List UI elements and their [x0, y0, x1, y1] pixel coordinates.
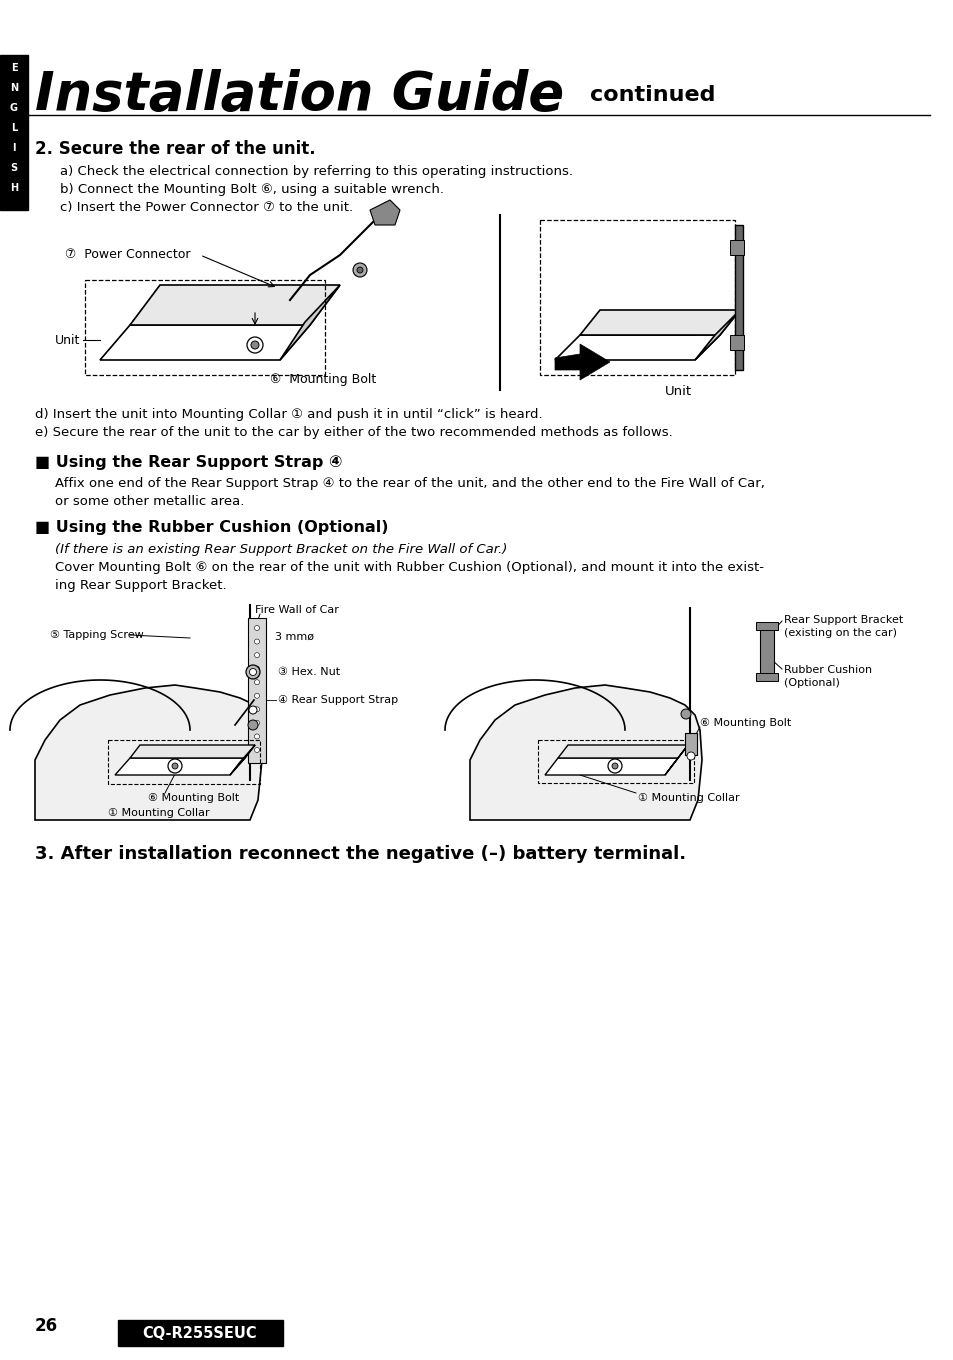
Text: G: G — [10, 103, 18, 113]
Polygon shape — [470, 685, 701, 820]
Circle shape — [680, 709, 690, 719]
Text: Cover Mounting Bolt ⑥ on the rear of the unit with Rubber Cushion (Optional), an: Cover Mounting Bolt ⑥ on the rear of the… — [55, 560, 763, 574]
Text: I: I — [12, 143, 16, 154]
Polygon shape — [280, 286, 339, 360]
Bar — [85, 280, 325, 375]
Polygon shape — [230, 745, 254, 775]
Bar — [729, 335, 743, 350]
Polygon shape — [555, 344, 609, 379]
Bar — [755, 622, 778, 630]
Text: Rubber Cushion: Rubber Cushion — [783, 665, 871, 675]
Circle shape — [356, 267, 363, 273]
Text: Installation Guide: Installation Guide — [35, 69, 563, 121]
Text: ing Rear Support Bracket.: ing Rear Support Bracket. — [55, 579, 227, 592]
Text: e) Secure the rear of the unit to the car by either of the two recommended metho: e) Secure the rear of the unit to the ca… — [35, 426, 672, 439]
Text: ⑥ Mounting Bolt: ⑥ Mounting Bolt — [148, 793, 239, 802]
Text: d) Insert the unit into Mounting Collar ① and push it in until “click” is heard.: d) Insert the unit into Mounting Collar … — [35, 408, 542, 422]
Text: ■ Using the Rear Support Strap ④: ■ Using the Rear Support Strap ④ — [35, 456, 342, 471]
Text: ⑥ Mounting Bolt: ⑥ Mounting Bolt — [700, 718, 790, 728]
Text: (existing on the car): (existing on the car) — [783, 628, 896, 638]
Bar — [539, 220, 734, 375]
Circle shape — [254, 639, 259, 645]
Circle shape — [254, 748, 259, 752]
Text: ④ Rear Support Strap: ④ Rear Support Strap — [277, 695, 397, 704]
Bar — [760, 626, 773, 675]
Text: H: H — [10, 184, 18, 193]
Text: 3 mmø: 3 mmø — [274, 632, 314, 642]
Text: ⑤ Tapping Screw: ⑤ Tapping Screw — [50, 630, 144, 641]
Circle shape — [246, 665, 260, 679]
Text: ① Mounting Collar: ① Mounting Collar — [108, 808, 210, 817]
Text: (If there is an existing Rear Support Bracket on the Fire Wall of Car.): (If there is an existing Rear Support Br… — [55, 543, 507, 556]
Text: CQ-R255SEUC: CQ-R255SEUC — [143, 1326, 257, 1341]
Bar — [755, 673, 778, 681]
Circle shape — [248, 719, 257, 730]
Text: ⑦  Power Connector: ⑦ Power Connector — [65, 249, 191, 261]
Text: ① Mounting Collar: ① Mounting Collar — [638, 793, 739, 802]
Text: 3. After installation reconnect the negative (–) battery terminal.: 3. After installation reconnect the nega… — [35, 845, 685, 864]
Text: 26: 26 — [35, 1316, 58, 1336]
Text: Unit: Unit — [55, 333, 80, 347]
Polygon shape — [544, 758, 678, 775]
Circle shape — [254, 653, 259, 658]
Polygon shape — [558, 745, 687, 758]
Polygon shape — [130, 286, 339, 325]
Circle shape — [249, 706, 256, 714]
Text: a) Check the electrical connection by referring to this operating instructions.: a) Check the electrical connection by re… — [60, 165, 573, 178]
Text: L: L — [10, 122, 17, 133]
Polygon shape — [115, 758, 245, 775]
Text: Rear Support Bracket: Rear Support Bracket — [783, 615, 902, 626]
Bar — [118, 1321, 283, 1346]
Bar — [729, 239, 743, 256]
Polygon shape — [555, 335, 720, 360]
Bar — [537, 740, 693, 783]
Circle shape — [353, 262, 367, 277]
Text: Affix one end of the Rear Support Strap ④ to the rear of the unit, and the other: Affix one end of the Rear Support Strap … — [55, 477, 764, 490]
Text: Unit: Unit — [664, 385, 691, 398]
Bar — [684, 733, 697, 755]
Circle shape — [254, 734, 259, 738]
Text: 2. Secure the rear of the unit.: 2. Secure the rear of the unit. — [35, 140, 315, 158]
Polygon shape — [130, 745, 254, 758]
Text: b) Connect the Mounting Bolt ⑥, using a suitable wrench.: b) Connect the Mounting Bolt ⑥, using a … — [60, 184, 443, 196]
Circle shape — [607, 759, 621, 772]
Bar — [108, 740, 260, 783]
Circle shape — [247, 337, 263, 354]
Polygon shape — [579, 310, 740, 335]
Polygon shape — [370, 200, 399, 224]
Text: Fire Wall of Car: Fire Wall of Car — [254, 605, 338, 615]
Polygon shape — [100, 325, 310, 360]
Circle shape — [612, 763, 618, 768]
Text: c) Insert the Power Connector ⑦ to the unit.: c) Insert the Power Connector ⑦ to the u… — [60, 201, 353, 214]
Text: ■ Using the Rubber Cushion (Optional): ■ Using the Rubber Cushion (Optional) — [35, 520, 388, 534]
Text: ⑥  Mounting Bolt: ⑥ Mounting Bolt — [270, 374, 375, 386]
Circle shape — [686, 752, 695, 760]
Text: ③ Hex. Nut: ③ Hex. Nut — [277, 666, 340, 677]
Circle shape — [251, 341, 258, 350]
Text: continued: continued — [589, 84, 715, 105]
Circle shape — [254, 680, 259, 684]
Bar — [0, 54, 28, 209]
Polygon shape — [695, 310, 740, 360]
Text: S: S — [10, 163, 17, 173]
Circle shape — [168, 759, 182, 772]
Circle shape — [254, 707, 259, 711]
Circle shape — [254, 626, 259, 631]
Circle shape — [254, 666, 259, 672]
Circle shape — [254, 721, 259, 725]
Circle shape — [250, 669, 256, 676]
Bar — [248, 617, 266, 763]
Polygon shape — [664, 745, 687, 775]
Circle shape — [172, 763, 178, 768]
Bar — [734, 224, 742, 370]
Circle shape — [254, 694, 259, 698]
Polygon shape — [35, 685, 262, 820]
Text: E: E — [10, 63, 17, 73]
Text: (Optional): (Optional) — [783, 679, 839, 688]
Text: N: N — [10, 83, 18, 92]
Text: or some other metallic area.: or some other metallic area. — [55, 495, 244, 509]
